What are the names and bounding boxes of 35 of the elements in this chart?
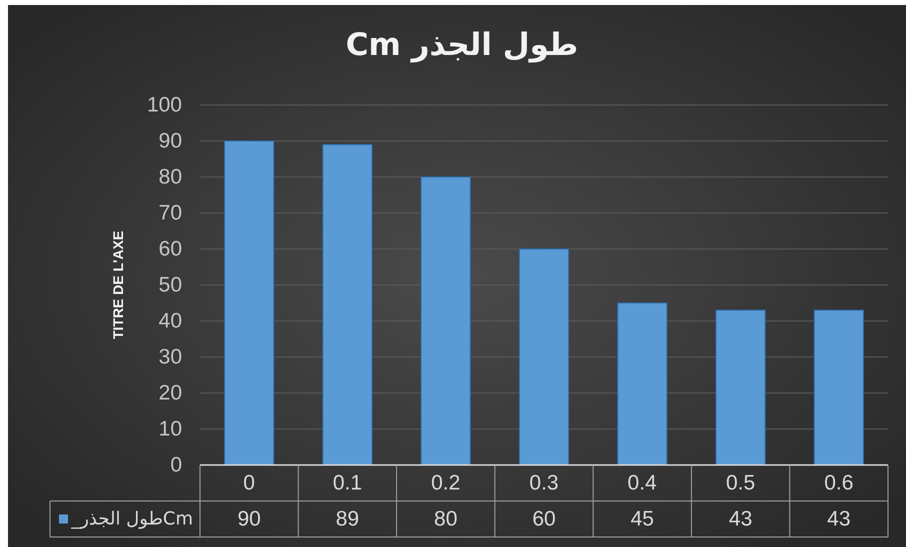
y-tick-label: 10 — [158, 418, 182, 440]
bar — [322, 144, 372, 466]
bar — [814, 310, 864, 466]
x-tick-label: 0.2 — [431, 472, 460, 494]
y-axis-title: TITRE DE L'AXE — [110, 230, 126, 340]
x-tick-label: 0.6 — [824, 472, 854, 494]
x-tick-label: 0.5 — [726, 472, 756, 494]
y-tick-label: 50 — [158, 274, 182, 296]
data-label: 43 — [728, 508, 752, 530]
bar — [224, 140, 274, 466]
data-label: 89 — [336, 508, 360, 530]
y-tick-label: 70 — [158, 202, 182, 224]
y-tick-label: 80 — [158, 166, 182, 188]
bar — [716, 310, 766, 466]
title: طول الجذر Cm — [346, 27, 578, 63]
bar — [518, 248, 570, 466]
y-tick-label: 60 — [158, 238, 182, 260]
bar — [617, 302, 668, 466]
x-tick-label: 0.1 — [332, 472, 362, 494]
data-label: 90 — [237, 508, 261, 530]
data-label: 45 — [630, 508, 654, 530]
bar — [420, 176, 471, 466]
data-label: 80 — [434, 508, 458, 530]
y-tick-label: 40 — [158, 310, 182, 332]
y-tick-label: 30 — [158, 346, 182, 368]
y-tick-label: 100 — [146, 94, 182, 116]
y-tick-label: 0 — [170, 454, 182, 476]
data-label: 43 — [827, 508, 851, 530]
x-tick-label: 0.4 — [628, 472, 658, 494]
y-tick-label: 20 — [158, 382, 182, 404]
x-tick-label: 0.3 — [529, 472, 559, 494]
legend: Cmطول الجذر_ — [59, 508, 193, 530]
x-tick-label: 0 — [243, 472, 255, 494]
y-tick-label: 90 — [158, 130, 182, 152]
data-label: 60 — [532, 508, 556, 530]
